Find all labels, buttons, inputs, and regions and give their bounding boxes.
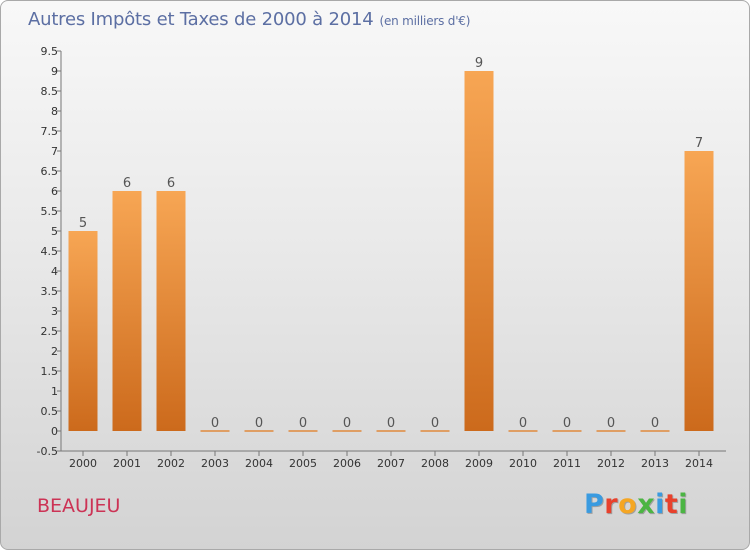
bars: [68, 71, 714, 432]
x-tick-label: 2002: [157, 457, 185, 470]
y-tick-label: 5: [51, 225, 58, 238]
data-label: 0: [431, 416, 439, 431]
x-tick-label: 2008: [421, 457, 449, 470]
y-tick-label: 2: [51, 345, 58, 358]
y-tick-label: 9: [51, 65, 58, 78]
bar: [464, 71, 494, 431]
x-tick-label: 2001: [113, 457, 141, 470]
x-tick-label: 2011: [553, 457, 581, 470]
y-tick-label: 3: [51, 305, 58, 318]
bar: [112, 191, 142, 431]
data-label: 0: [299, 416, 307, 431]
y-tick-label: 6: [51, 185, 58, 198]
data-label: 0: [343, 416, 351, 431]
y-tick-label: 1: [51, 385, 58, 398]
x-tick-label: 2005: [289, 457, 317, 470]
y-tick-label: 6.5: [41, 165, 59, 178]
y-tick-label: 9.5: [41, 45, 59, 58]
data-label: 5: [79, 216, 87, 231]
y-tick-label: 0.5: [41, 405, 59, 418]
data-label: 6: [123, 176, 131, 191]
brand-letter: P: [584, 489, 605, 520]
x-tick-label: 2003: [201, 457, 229, 470]
y-tick-label: 2.5: [41, 325, 59, 338]
y-tick-label: 7: [51, 145, 58, 158]
x-tick-label: 2006: [333, 457, 361, 470]
y-tick-label: 8.5: [41, 85, 59, 98]
brand-letter: x: [637, 489, 656, 520]
y-tick-label: 4.5: [41, 245, 59, 258]
data-labels: 5 6 6 0 0 0 0 0 0 9 0 0 0 0 7: [79, 56, 703, 431]
x-tick-label: 2010: [509, 457, 537, 470]
data-label: 0: [519, 416, 527, 431]
data-label: 9: [475, 56, 483, 71]
y-tick-label: 8: [51, 105, 58, 118]
y-tick-label: 3.5: [41, 285, 59, 298]
y-tick-label: 4: [51, 265, 58, 278]
x-axis: 2000 2001 2002 2003 2004 2005 2006 2007 2008 2009…: [61, 450, 726, 470]
brand-letter: t: [664, 489, 679, 520]
x-tick-label: 2014: [685, 457, 713, 470]
data-label: 0: [211, 416, 219, 431]
y-tick-label: 0: [51, 425, 58, 438]
x-tick-label: 2013: [641, 457, 669, 470]
bar: [684, 151, 714, 431]
chart-title: Autres Impôts et Taxes de 2000 à 2014 (en…: [28, 9, 470, 30]
data-label: 0: [255, 416, 263, 431]
data-label: 0: [563, 416, 571, 431]
brand-letter: o: [618, 489, 638, 520]
y-tick-label: 5.5: [41, 205, 59, 218]
x-tick-label: 2004: [245, 457, 273, 470]
brand-letter: i: [678, 489, 689, 520]
bar: [68, 231, 98, 431]
x-tick-label: 2007: [377, 457, 405, 470]
x-tick-label: 2009: [465, 457, 493, 470]
place-name: BEAUJEU: [37, 495, 121, 517]
data-label: 7: [695, 136, 703, 151]
data-label: 0: [651, 416, 659, 431]
x-tick-label: 2000: [69, 457, 97, 470]
y-axis: -0.5 0 0.5 1 1.5 2 2.5 3 3.5 4 4.5 5 5.5 6 6.5 7 7.5 8 8.5…: [37, 45, 62, 458]
chart-subtitle: (en milliers d'€): [379, 14, 471, 28]
data-label: 6: [167, 176, 175, 191]
bar: [156, 191, 186, 431]
data-label: 0: [387, 416, 395, 431]
chart-title-text: Autres Impôts et Taxes de 2000 à 2014: [28, 9, 374, 30]
y-tick-label: -0.5: [37, 445, 58, 458]
y-tick-label: 1.5: [41, 365, 59, 378]
data-label: 0: [607, 416, 615, 431]
x-tick-label: 2012: [597, 457, 625, 470]
y-tick-label: 7.5: [41, 125, 59, 138]
brand-letter: r: [604, 489, 619, 520]
brand-letter: i: [655, 489, 665, 520]
brand-logo: Proxiti: [584, 489, 688, 520]
